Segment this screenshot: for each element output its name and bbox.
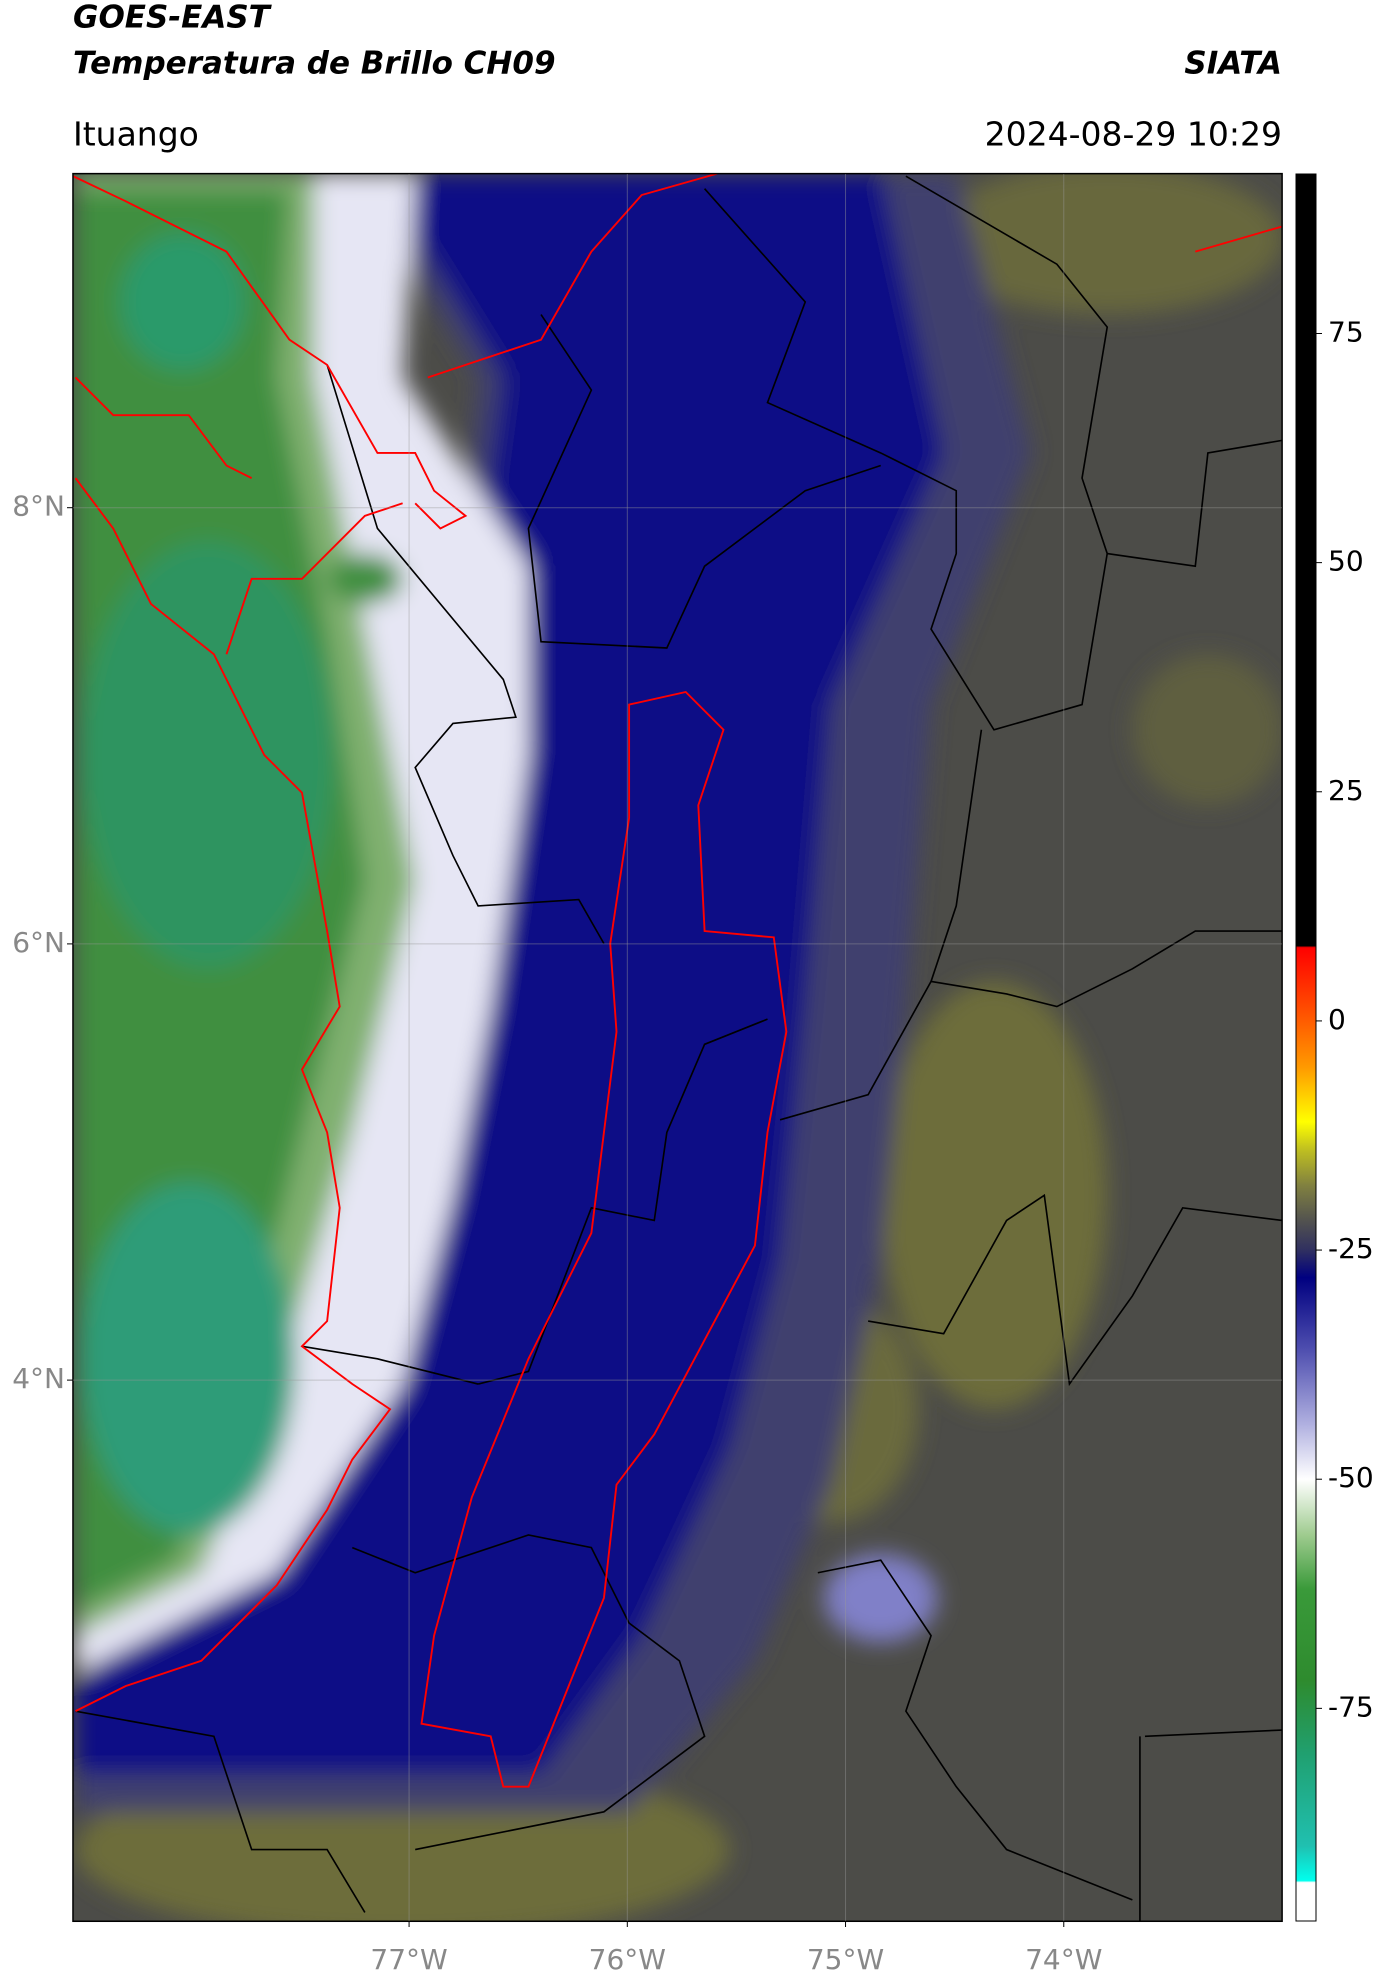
grid bbox=[73, 174, 1282, 1921]
colorbar-tick-label: -75 bbox=[1328, 1690, 1374, 1723]
datetime: 2024-08-29 10:29 bbox=[985, 115, 1282, 154]
x-tick-label: 77°W bbox=[370, 1943, 447, 1976]
map-frame bbox=[72, 172, 1283, 1923]
colorbar-tick-label: 50 bbox=[1328, 545, 1364, 578]
x-tick-label: 75°W bbox=[807, 1943, 884, 1976]
x-tick-label: 74°W bbox=[1025, 1943, 1102, 1976]
x-tick-label: 76°W bbox=[589, 1943, 666, 1976]
colorbar-tick-label: -50 bbox=[1328, 1461, 1374, 1494]
map-image bbox=[72, 172, 1283, 1923]
location: Ituango bbox=[73, 115, 199, 154]
y-tick-label: 8°N bbox=[12, 490, 65, 523]
colorbar-tick-label: 0 bbox=[1328, 1003, 1346, 1036]
colorbar-tick-label: 25 bbox=[1328, 774, 1364, 807]
colorbar-tick-label: 75 bbox=[1328, 315, 1364, 348]
y-tick-label: 4°N bbox=[12, 1362, 65, 1395]
colorbar bbox=[1295, 173, 1317, 1922]
title: GOES-EAST bbox=[73, 0, 273, 36]
source: SIATA bbox=[1184, 46, 1282, 82]
y-tick-label: 6°N bbox=[12, 926, 65, 959]
subtitle: Temperatura de Brillo CH09 bbox=[73, 46, 556, 82]
colorbar-tick-label: -25 bbox=[1328, 1232, 1374, 1265]
